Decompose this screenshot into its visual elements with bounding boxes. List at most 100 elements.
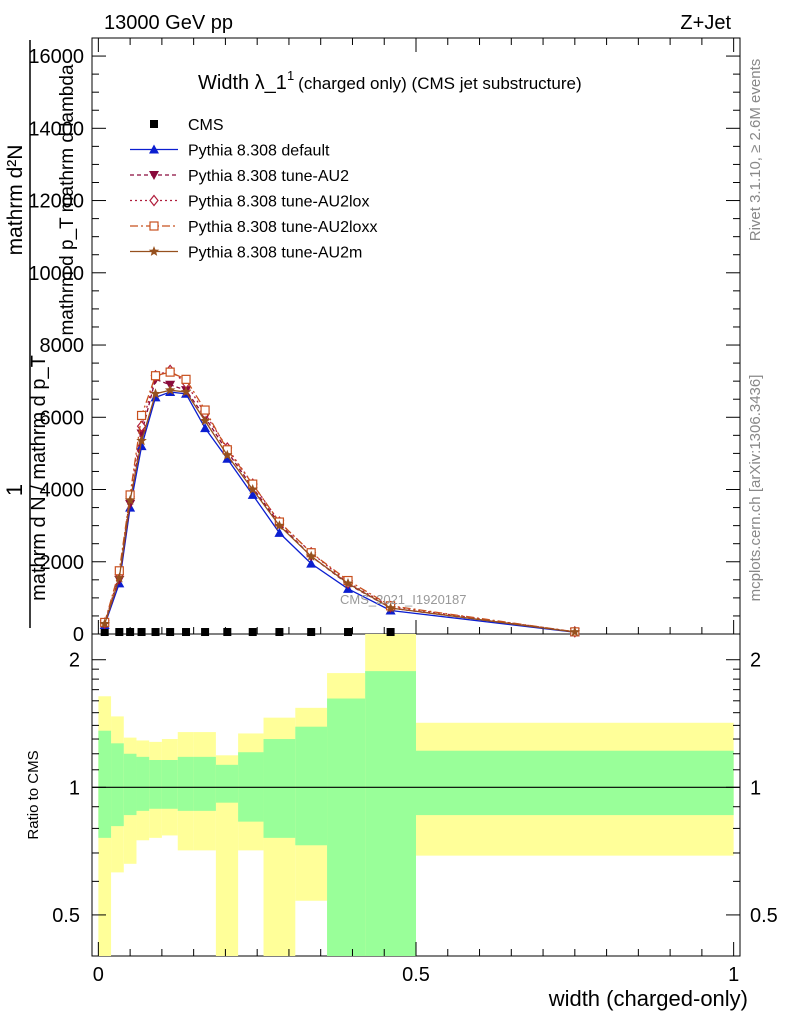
ylabel-denominator: mathrm d N / mathrm d p_T bbox=[28, 355, 50, 601]
ylabel-numerator: 1 bbox=[2, 484, 27, 496]
series-1-point-4 bbox=[150, 392, 161, 402]
series-0-point-12 bbox=[344, 628, 353, 637]
series-1-point-9 bbox=[247, 489, 258, 499]
ratio-band-outer-8 bbox=[215, 755, 239, 956]
main-ytick-label-0: 0 bbox=[73, 624, 84, 646]
series-0-point-2 bbox=[126, 628, 135, 637]
legend-marker-5 bbox=[148, 246, 160, 256]
legend-label-1: Pythia 8.308 default bbox=[188, 143, 330, 160]
ratio-band-inner-11 bbox=[295, 726, 328, 846]
series-0-point-8 bbox=[223, 628, 232, 637]
series-1-point-11 bbox=[306, 558, 317, 568]
series-0-point-5 bbox=[166, 628, 175, 637]
ratio-band-inner-7 bbox=[193, 756, 216, 811]
header-left: 13000 GeV pp bbox=[104, 12, 233, 34]
main-ytick-label-5: 10000 bbox=[28, 263, 84, 285]
main-ytick-label-1: 2000 bbox=[40, 552, 85, 574]
ratio-ylabel: Ratio to CMS bbox=[25, 750, 42, 839]
series-4-point-5 bbox=[165, 367, 175, 377]
main-ytick-label-3: 6000 bbox=[40, 407, 85, 429]
series-1-point-8 bbox=[222, 453, 233, 463]
ratio-xtick-label-2: 1 bbox=[728, 964, 739, 986]
legend-marker-3 bbox=[149, 194, 159, 207]
ratio-band-inner-8 bbox=[215, 764, 239, 803]
ratio-band-inner-4 bbox=[149, 760, 162, 809]
series-0-point-6 bbox=[182, 628, 191, 637]
ratio-band-inner-14 bbox=[416, 750, 734, 816]
series-1-point-10 bbox=[274, 527, 285, 537]
ratio-xtick-label-0: 0 bbox=[93, 964, 104, 986]
series-5-point-8 bbox=[222, 449, 233, 460]
series-5-point-4 bbox=[150, 388, 161, 399]
ylabel-numerator-2: mathrm d²N bbox=[4, 145, 27, 256]
ratio-ytick-label-right-1: 1 bbox=[750, 777, 761, 799]
series-4-point-6 bbox=[181, 374, 191, 384]
legend-marker-1 bbox=[149, 144, 159, 154]
rivet-label: Rivet 3.1.10, ≥ 2.6M events bbox=[747, 59, 764, 242]
series-0-point-13 bbox=[386, 628, 395, 637]
main-ytick-label-7: 14000 bbox=[28, 118, 84, 140]
series-0-point-1 bbox=[115, 628, 124, 637]
ratio-band-inner-6 bbox=[177, 756, 194, 811]
legend-label-0: CMS bbox=[188, 117, 224, 134]
chart-title: Width λ_11 (charged only) (CMS jet substr… bbox=[198, 68, 582, 94]
series-5-point-0 bbox=[99, 618, 110, 629]
main-ytick-label-2: 4000 bbox=[40, 480, 85, 502]
ratio-band-inner-2 bbox=[123, 753, 137, 816]
main-ytick-label-4: 8000 bbox=[40, 335, 85, 357]
legend-marker-2 bbox=[149, 171, 159, 180]
series-4-point-4 bbox=[150, 371, 161, 381]
legend: CMS Pythia 8.308 default Pythia 8.308 tune… bbox=[130, 117, 377, 262]
main-ylabel: 1 mathrm d²N mathrm d N / mathrm d p_T m… bbox=[2, 40, 78, 628]
series-1-point-3 bbox=[136, 441, 147, 451]
main-ytick-label-6: 12000 bbox=[28, 191, 84, 213]
series-4-point-3 bbox=[136, 410, 147, 421]
ratio-ytick-label-1: 1 bbox=[69, 777, 80, 799]
ratio-xtick-label-1: 0.5 bbox=[402, 964, 430, 986]
series-0-point-4 bbox=[151, 628, 160, 637]
main-ytick-label-8: 16000 bbox=[28, 46, 84, 68]
legend-label-3: Pythia 8.308 tune-AU2lox bbox=[188, 194, 369, 211]
series-5-point-13 bbox=[385, 602, 396, 613]
series-5-point-12 bbox=[342, 577, 354, 588]
header-right: Z+Jet bbox=[680, 12, 731, 34]
series-5-point-5 bbox=[164, 384, 176, 395]
main-axis-ticks: 0 2000 4000 6000 8000 10000 12000 14000 16000 bbox=[28, 38, 740, 646]
ratio-ytick-label-2: 2 bbox=[69, 650, 80, 672]
legend-label-4: Pythia 8.308 tune-AU2loxx bbox=[188, 219, 377, 236]
ratio-ytick-label-0: 0.5 bbox=[52, 905, 80, 927]
ratio-bands bbox=[98, 634, 734, 956]
legend-label-5: Pythia 8.308 tune-AU2m bbox=[188, 245, 362, 262]
main-series bbox=[99, 364, 581, 638]
series-5-point-11 bbox=[305, 550, 317, 561]
ratio-band-inner-13 bbox=[365, 671, 416, 956]
series-0-point-10 bbox=[275, 628, 284, 637]
ratio-band-inner-12 bbox=[327, 698, 366, 956]
ratio-band-inner-1 bbox=[111, 743, 124, 827]
ratio-band-inner-3 bbox=[136, 756, 150, 811]
series-5-point-7 bbox=[199, 415, 211, 426]
series-0-point-7 bbox=[201, 628, 210, 637]
ratio-axis-ticks: 0.5 0.5 1 1 2 2 0 0.5 1 bbox=[52, 650, 778, 986]
series-1-point-7 bbox=[200, 423, 211, 433]
ratio-band-inner-10 bbox=[263, 739, 296, 838]
chart-title-sup: 1 bbox=[287, 68, 294, 83]
watermark-label: CMS_2021_I1920187 bbox=[340, 592, 467, 607]
series-5-point-14 bbox=[569, 626, 581, 637]
series-5 bbox=[99, 384, 581, 637]
series-0 bbox=[100, 628, 579, 637]
series-0-point-0 bbox=[100, 628, 109, 637]
series-5-point-3 bbox=[136, 435, 147, 446]
xlabel: width (charged-only) bbox=[548, 986, 748, 1011]
series-4-point-7 bbox=[200, 405, 210, 415]
series-0-point-11 bbox=[307, 628, 316, 637]
chart-title-sub: (charged only) (CMS jet substructure) bbox=[298, 74, 581, 93]
legend-label-2: Pythia 8.308 tune-AU2 bbox=[188, 168, 349, 185]
series-5-point-2 bbox=[124, 494, 136, 505]
series-0-point-9 bbox=[248, 628, 257, 637]
ratio-ytick-label-right-2: 2 bbox=[750, 650, 761, 672]
series-5-point-10 bbox=[274, 520, 285, 531]
ratio-ytick-label-right-0: 0.5 bbox=[750, 905, 778, 927]
series-0-point-3 bbox=[137, 628, 146, 637]
